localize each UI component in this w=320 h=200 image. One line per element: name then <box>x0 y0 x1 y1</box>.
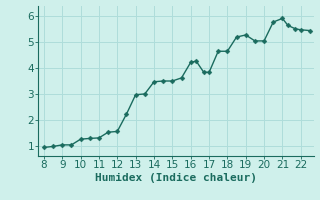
X-axis label: Humidex (Indice chaleur): Humidex (Indice chaleur) <box>95 173 257 183</box>
